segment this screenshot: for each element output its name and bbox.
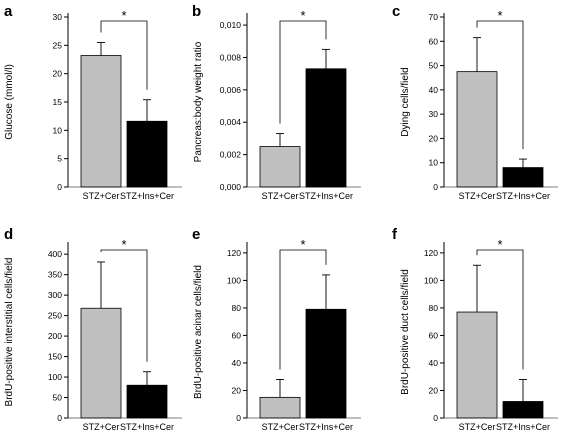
category-label: STZ+Cer <box>459 422 496 432</box>
significance-bracket <box>279 20 327 124</box>
bar-1 <box>259 146 301 188</box>
significance-bracket <box>476 249 524 370</box>
panel-letter: e <box>192 226 200 243</box>
y-tick-label: 100 <box>227 275 241 285</box>
y-tick-label: 0,002 <box>220 150 242 160</box>
y-tick-label: 350 <box>48 270 62 280</box>
bar-2 <box>126 120 168 188</box>
y-tick-label: 0 <box>57 413 62 423</box>
y-tick-label: 20 <box>429 385 439 395</box>
y-tick-label: 70 <box>429 12 439 22</box>
y-tick-label: 0 <box>236 413 241 423</box>
y-tick-label: 200 <box>48 331 62 341</box>
y-tick-label: 20 <box>429 133 439 143</box>
panel-b: b 0,000 0,002 0,004 0,006 0,008 0,010 Pancreas:… <box>192 3 361 201</box>
y-tick-label: 30 <box>429 109 439 119</box>
significance-star: * <box>121 237 126 252</box>
panel-letter: a <box>4 3 13 20</box>
y-tick-label: 20 <box>53 69 63 79</box>
y-axis-label: Dying cells/field <box>400 67 411 136</box>
y-axis-label: Pancreas:body weight ratio <box>193 41 204 162</box>
y-tick-label: 300 <box>48 290 62 300</box>
y-tick-label: 150 <box>48 352 62 362</box>
y-tick-label: 50 <box>429 61 439 71</box>
y-tick-label: 250 <box>48 311 62 321</box>
y-tick-label: 0 <box>433 182 438 192</box>
bar-2 <box>126 384 168 419</box>
y-tick-label: 0,004 <box>220 117 242 127</box>
y-tick-label: 0,000 <box>220 182 242 192</box>
y-tick-label: 20 <box>232 385 242 395</box>
bar-2 <box>502 167 544 188</box>
y-tick-label: 0,008 <box>220 52 242 62</box>
y-tick-label: 60 <box>429 36 439 46</box>
significance-star: * <box>121 8 126 23</box>
significance-star: * <box>497 237 502 252</box>
y-tick-label: 0,006 <box>220 85 242 95</box>
y-tick-label: 120 <box>424 248 438 258</box>
y-tick-label: 30 <box>53 12 63 22</box>
category-label: STZ+Cer <box>83 191 120 201</box>
category-label: STZ+Ins+Cer <box>496 191 550 201</box>
y-axis-label: BrdU-positive duct cells/field <box>400 269 411 395</box>
y-tick-label: 60 <box>232 330 242 340</box>
panel-letter: c <box>392 3 400 20</box>
category-label: STZ+Cer <box>459 191 496 201</box>
bar-2 <box>502 401 544 419</box>
y-tick-label: 60 <box>429 330 439 340</box>
significance-bracket <box>100 20 148 90</box>
y-tick-label: 10 <box>53 125 63 135</box>
panel-letter: f <box>392 226 398 243</box>
y-axis-label: BrdU-positive acinar cells/field <box>193 265 204 399</box>
y-tick-label: 15 <box>53 97 63 107</box>
y-tick-label: 40 <box>429 358 439 368</box>
panel-letter: d <box>4 226 13 243</box>
panel-a: a 0 5 10 15 20 25 30 Glucose (mmol/l) STZ+Cer STZ+… <box>4 3 182 201</box>
y-tick-label: 100 <box>424 275 438 285</box>
bar-1 <box>456 311 498 419</box>
y-tick-label: 100 <box>48 372 62 382</box>
y-tick-label: 5 <box>57 154 62 164</box>
y-tick-label: 10 <box>429 158 439 168</box>
y-tick-label: 25 <box>53 40 63 50</box>
significance-star: * <box>300 237 305 252</box>
y-tick-label: 50 <box>53 393 63 403</box>
y-axis-label: Glucose (mmol/l) <box>4 64 15 140</box>
y-axis-label: BrdU-positive interstitial cells/field <box>4 258 15 407</box>
panel-d: d 0 50 100 150 200 250 300 350 400 BrdU-positive i… <box>4 226 182 432</box>
bar-2 <box>305 308 347 419</box>
significance-star: * <box>300 8 305 23</box>
category-label: STZ+Ins+Cer <box>496 422 550 432</box>
significance-bracket <box>279 249 327 370</box>
y-tick-label: 400 <box>48 249 62 259</box>
bar-1 <box>259 396 301 419</box>
category-label: STZ+Ins+Cer <box>120 422 174 432</box>
y-tick-label: 40 <box>429 85 439 95</box>
significance-bracket <box>100 249 148 362</box>
y-tick-label: 80 <box>232 303 242 313</box>
category-label: STZ+Ins+Cer <box>299 422 353 432</box>
y-tick-label: 0,010 <box>220 20 242 30</box>
bar-1 <box>456 71 498 188</box>
category-label: STZ+Cer <box>83 422 120 432</box>
bar-1 <box>80 307 122 419</box>
significance-star: * <box>497 8 502 23</box>
panel-c: c 0 10 20 30 40 50 60 70 Dying cells/field STZ+Cer… <box>392 3 558 201</box>
category-label: STZ+Ins+Cer <box>299 191 353 201</box>
y-tick-label: 40 <box>232 358 242 368</box>
panel-e: e 0 20 40 60 80 100 120 BrdU-positive acinar cel… <box>192 226 361 432</box>
significance-bracket <box>476 20 524 150</box>
category-label: STZ+Ins+Cer <box>120 191 174 201</box>
bar-1 <box>80 55 122 188</box>
panel-f: f 0 20 40 60 80 100 120 BrdU-positive duct cells… <box>392 226 558 432</box>
y-tick-label: 80 <box>429 303 439 313</box>
bar-2 <box>305 68 347 188</box>
y-tick-label: 0 <box>57 182 62 192</box>
category-label: STZ+Cer <box>262 191 299 201</box>
panel-letter: b <box>192 3 201 20</box>
y-tick-label: 120 <box>227 248 241 258</box>
y-tick-label: 0 <box>433 413 438 423</box>
category-label: STZ+Cer <box>262 422 299 432</box>
